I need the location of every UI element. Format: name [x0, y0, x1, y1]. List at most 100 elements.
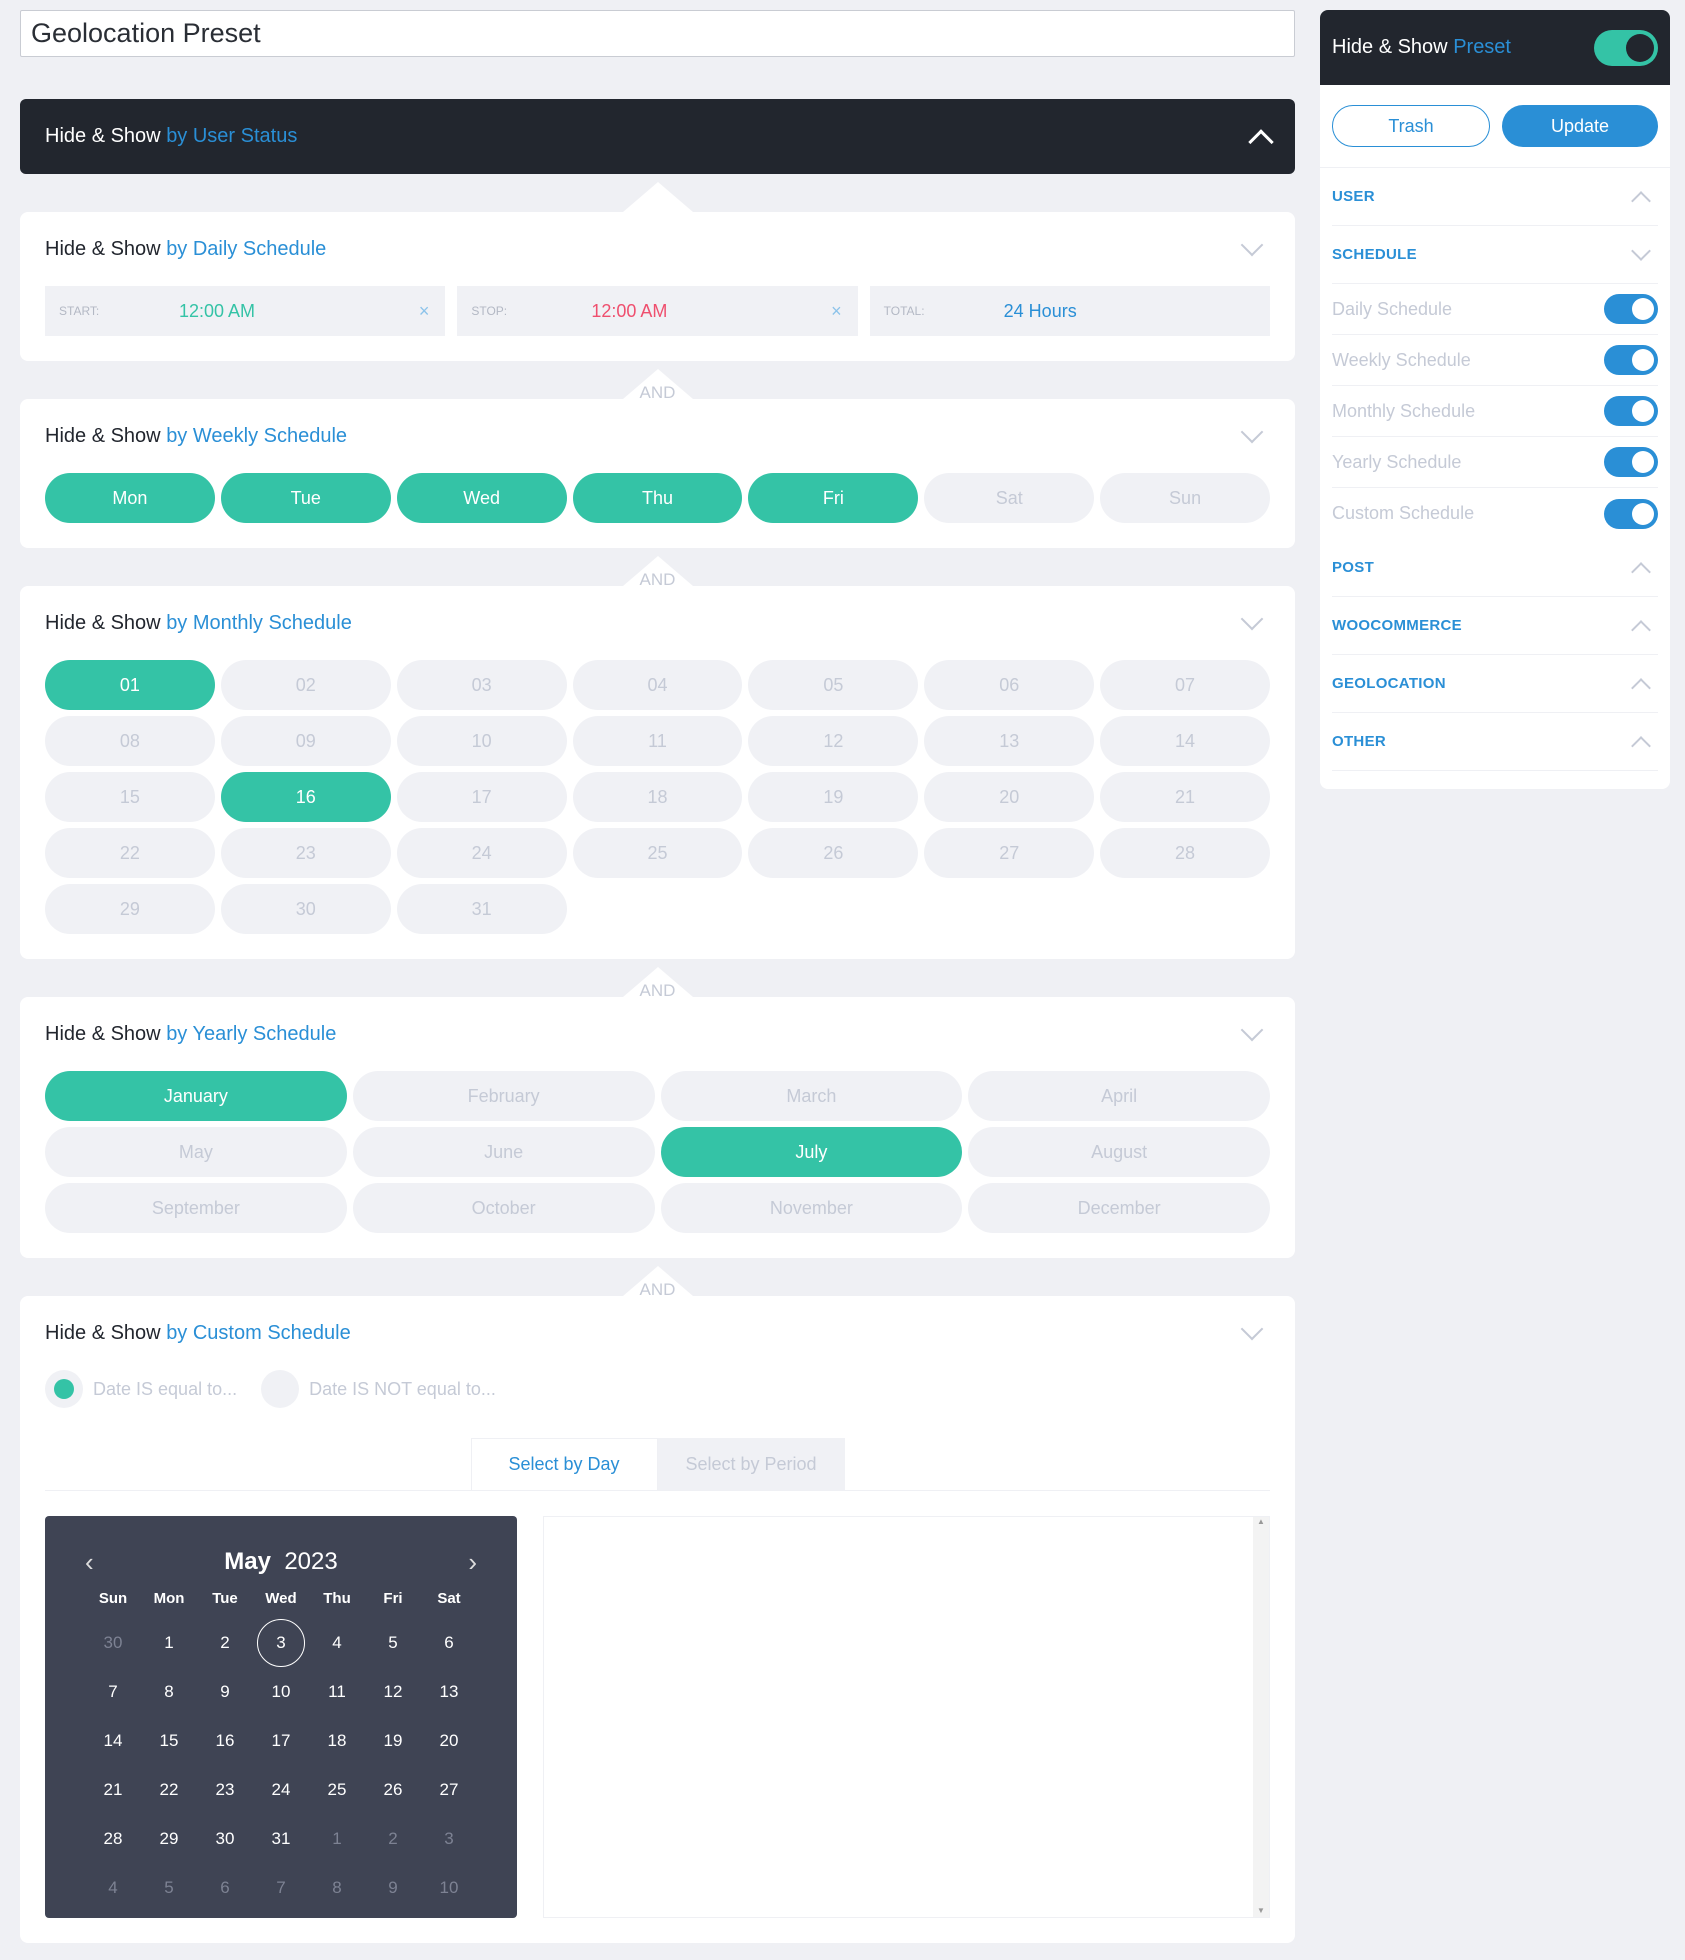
calendar-day[interactable]: 6 [197, 1863, 253, 1912]
calendar-day[interactable]: 13 [421, 1667, 477, 1716]
next-month-icon[interactable]: › [468, 1546, 477, 1577]
month-day-pill[interactable]: 24 [396, 828, 567, 878]
radio-date-equal[interactable]: Date IS equal to... [45, 1370, 237, 1408]
weekday-pill-sun[interactable]: Sun [1100, 473, 1270, 523]
calendar-day[interactable]: 8 [309, 1863, 365, 1912]
month-pill-december[interactable]: December [968, 1183, 1270, 1233]
month-day-pill[interactable]: 18 [572, 772, 743, 822]
preset-toggle[interactable] [1594, 29, 1658, 66]
preset-title-input[interactable]: Geolocation Preset [20, 10, 1295, 57]
month-pill-january[interactable]: January [45, 1071, 347, 1121]
calendar-day[interactable]: 10 [253, 1667, 309, 1716]
month-day-pill[interactable]: 09 [220, 716, 391, 766]
month-day-pill[interactable]: 20 [924, 772, 1095, 822]
month-pill-october[interactable]: October [352, 1183, 655, 1233]
section-woocommerce[interactable]: WOOCOMMERCE [1332, 597, 1658, 655]
calendar-day[interactable]: 27 [421, 1765, 477, 1814]
calendar-day[interactable]: 24 [253, 1765, 309, 1814]
chevron-up-icon[interactable] [1248, 128, 1274, 155]
month-day-pill[interactable]: 06 [924, 660, 1095, 710]
month-pill-may[interactable]: May [45, 1127, 347, 1177]
month-day-pill[interactable]: 04 [572, 660, 743, 710]
chevron-down-icon[interactable] [1240, 1317, 1264, 1341]
calendar-day[interactable]: 14 [85, 1716, 141, 1765]
month-day-pill[interactable]: 23 [220, 828, 391, 878]
weekday-pill-tue[interactable]: Tue [220, 473, 391, 523]
calendar-day[interactable]: 5 [141, 1863, 197, 1912]
month-day-pill[interactable]: 25 [572, 828, 743, 878]
toggle-switch[interactable] [1604, 345, 1658, 375]
month-day-pill[interactable]: 02 [220, 660, 391, 710]
calendar-day[interactable]: 20 [421, 1716, 477, 1765]
calendar-day[interactable]: 9 [197, 1667, 253, 1716]
month-day-pill[interactable]: 14 [1100, 716, 1270, 766]
calendar-day[interactable]: 23 [197, 1765, 253, 1814]
section-other[interactable]: OTHER [1332, 713, 1658, 771]
weekday-pill-sat[interactable]: Sat [924, 473, 1095, 523]
calendar-day[interactable]: 15 [141, 1716, 197, 1765]
month-day-pill[interactable]: 05 [748, 660, 919, 710]
month-day-pill[interactable]: 15 [45, 772, 215, 822]
month-day-pill[interactable]: 11 [572, 716, 743, 766]
month-pill-july[interactable]: July [660, 1127, 963, 1177]
toggle-switch[interactable] [1604, 498, 1658, 529]
month-pill-august[interactable]: August [968, 1127, 1270, 1177]
calendar-day[interactable]: 11 [309, 1667, 365, 1716]
month-day-pill[interactable]: 28 [1100, 828, 1270, 878]
toggle-switch[interactable] [1604, 294, 1658, 324]
calendar-day[interactable]: 31 [253, 1814, 309, 1863]
month-pill-november[interactable]: November [660, 1183, 963, 1233]
calendar-day[interactable]: 17 [253, 1716, 309, 1765]
calendar-day[interactable]: 3 [421, 1814, 477, 1863]
month-pill-april[interactable]: April [968, 1071, 1270, 1121]
calendar-day[interactable]: 22 [141, 1765, 197, 1814]
section-post[interactable]: POST [1332, 539, 1658, 597]
calendar-day[interactable]: 30 [85, 1618, 141, 1667]
weekday-pill-wed[interactable]: Wed [396, 473, 567, 523]
calendar-day[interactable]: 8 [141, 1667, 197, 1716]
calendar-day-today[interactable]: 3 [253, 1618, 309, 1667]
month-day-pill[interactable]: 19 [748, 772, 919, 822]
month-day-pill[interactable]: 17 [396, 772, 567, 822]
month-day-pill[interactable]: 29 [45, 884, 215, 934]
month-day-pill[interactable]: 26 [748, 828, 919, 878]
calendar-day[interactable]: 9 [365, 1863, 421, 1912]
month-day-pill[interactable]: 27 [924, 828, 1095, 878]
month-day-pill[interactable]: 07 [1100, 660, 1270, 710]
calendar-day[interactable]: 16 [197, 1716, 253, 1765]
calendar-day[interactable]: 26 [365, 1765, 421, 1814]
radio-date-not-equal[interactable]: Date IS NOT equal to... [261, 1370, 496, 1408]
start-time-field[interactable]: START: 12:00 AM × [45, 286, 446, 336]
calendar-day[interactable]: 21 [85, 1765, 141, 1814]
user-status-header[interactable]: Hide & Show by User Status [20, 99, 1295, 174]
update-button[interactable]: Update [1502, 105, 1658, 147]
weekday-pill-thu[interactable]: Thu [572, 473, 743, 523]
calendar-day[interactable]: 2 [365, 1814, 421, 1863]
chevron-down-icon[interactable] [1240, 233, 1264, 257]
clear-icon[interactable]: × [418, 300, 430, 321]
calendar-day[interactable]: 12 [365, 1667, 421, 1716]
toggle-switch[interactable] [1604, 396, 1658, 426]
calendar-day[interactable]: 2 [197, 1618, 253, 1667]
calendar-day[interactable]: 5 [365, 1618, 421, 1667]
scrollbar[interactable]: ▲ ▼ [1253, 1517, 1269, 1917]
chevron-down-icon[interactable] [1240, 420, 1264, 444]
calendar-day[interactable]: 4 [309, 1618, 365, 1667]
clear-icon[interactable]: × [831, 300, 842, 321]
calendar-day[interactable]: 4 [85, 1863, 141, 1912]
month-day-pill[interactable]: 10 [396, 716, 567, 766]
weekday-pill-mon[interactable]: Mon [45, 473, 215, 523]
calendar-day[interactable]: 18 [309, 1716, 365, 1765]
month-day-pill[interactable]: 03 [396, 660, 567, 710]
month-day-pill[interactable]: 08 [45, 716, 215, 766]
chevron-down-icon[interactable] [1240, 1018, 1264, 1042]
month-day-pill[interactable]: 16 [220, 772, 391, 822]
month-pill-june[interactable]: June [352, 1127, 655, 1177]
tab-select-by-day[interactable]: Select by Day [470, 1438, 658, 1490]
chevron-down-icon[interactable] [1240, 607, 1264, 631]
month-day-pill[interactable]: 21 [1100, 772, 1270, 822]
section-geolocation[interactable]: GEOLOCATION [1332, 655, 1658, 713]
calendar-day[interactable]: 10 [421, 1863, 477, 1912]
scroll-down-icon[interactable]: ▼ [1257, 1906, 1265, 1915]
calendar-day[interactable]: 28 [85, 1814, 141, 1863]
